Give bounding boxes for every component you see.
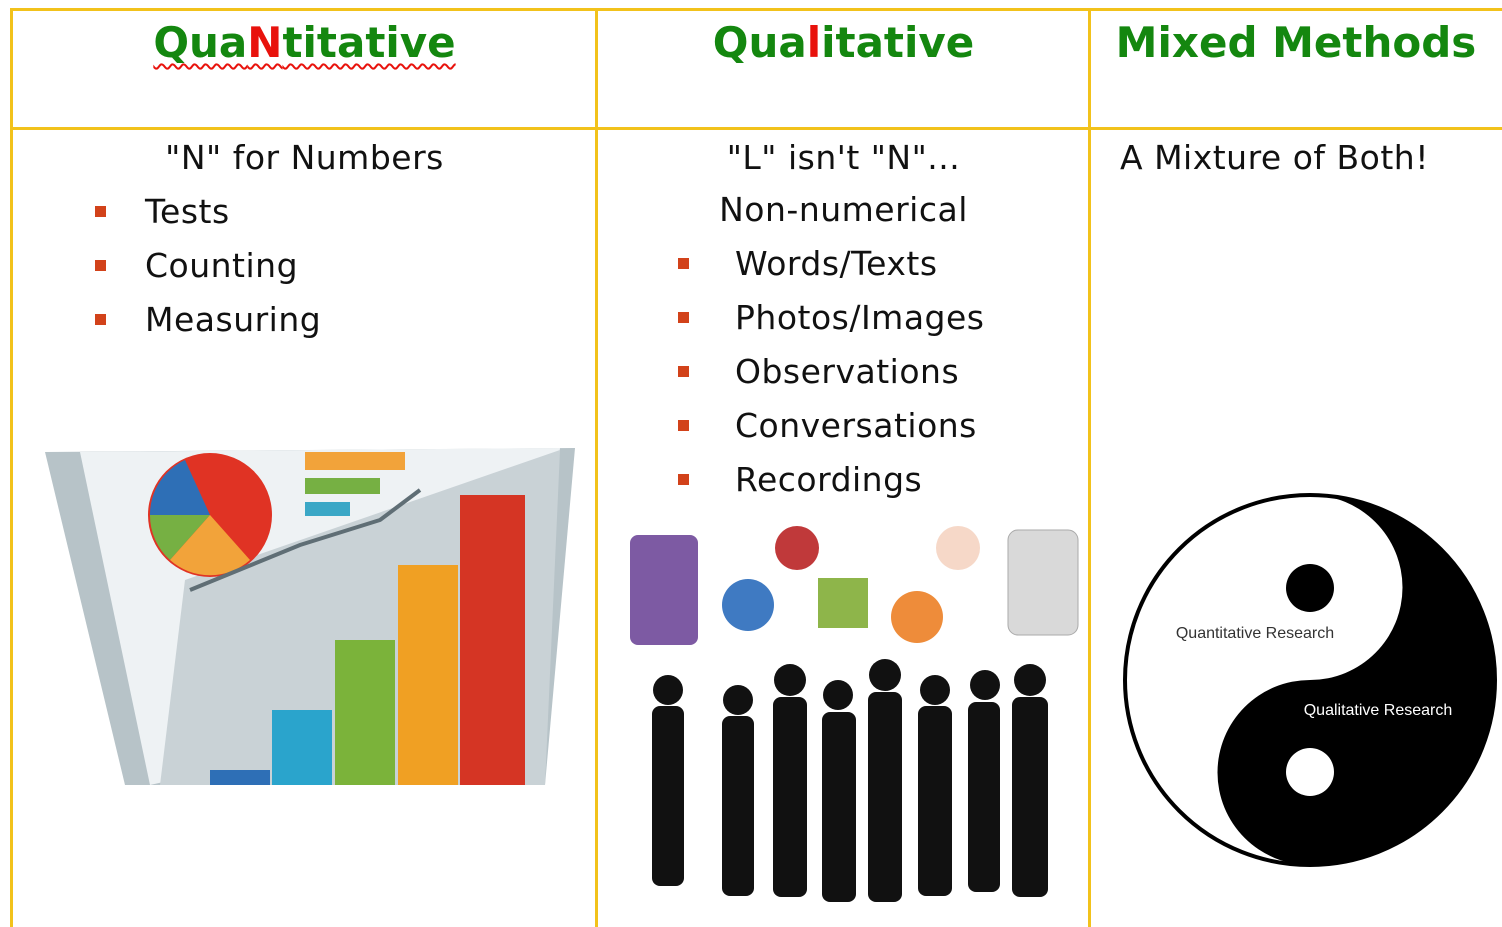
- chart-illustration: [45, 448, 575, 785]
- list-item: Photos/Images: [735, 298, 985, 337]
- bullet: [95, 314, 106, 325]
- yin-yang: Quantitative Research Qualitative Resear…: [1123, 493, 1497, 867]
- list-item: Counting: [145, 246, 299, 285]
- title-part: Qua: [153, 18, 248, 67]
- bullet: [678, 474, 689, 485]
- intro-text: Non-numerical: [719, 190, 968, 229]
- column-title: Qualitative: [597, 18, 1090, 67]
- border: [595, 8, 598, 927]
- border: [10, 8, 13, 927]
- title-part: Mixed Methods: [1115, 18, 1477, 67]
- image-label: Quantitative Research: [1176, 625, 1334, 642]
- list-item: Conversations: [735, 406, 977, 445]
- bullet: [678, 258, 689, 269]
- bullet: [678, 420, 689, 431]
- image-label: Qualitative Research: [1304, 702, 1453, 719]
- title-part: titative: [282, 18, 456, 67]
- bullet: [678, 366, 689, 377]
- intro-text: "L" isn't "N"...: [726, 138, 961, 177]
- column-title: Mixed Methods: [1090, 18, 1502, 67]
- intro-text: A Mixture of Both!: [1120, 138, 1429, 177]
- title-part: l: [806, 18, 822, 67]
- column-title: QuaNtitative: [12, 18, 597, 67]
- bullet: [95, 206, 106, 217]
- list-item: Recordings: [735, 460, 923, 499]
- title-part: N: [247, 18, 283, 67]
- intro-text: "N" for Numbers: [165, 138, 444, 177]
- people-illustration: [630, 526, 1079, 902]
- list-item: Tests: [145, 192, 230, 231]
- border: [1088, 8, 1091, 927]
- title-part: itative: [821, 18, 975, 67]
- border: [12, 8, 1502, 11]
- list-item: Measuring: [145, 300, 322, 339]
- title-part: Qua: [712, 18, 807, 67]
- bullet: [678, 312, 689, 323]
- list-item: Words/Texts: [735, 244, 938, 283]
- list-item: Observations: [735, 352, 960, 391]
- border: [12, 127, 1502, 130]
- bullet: [95, 260, 106, 271]
